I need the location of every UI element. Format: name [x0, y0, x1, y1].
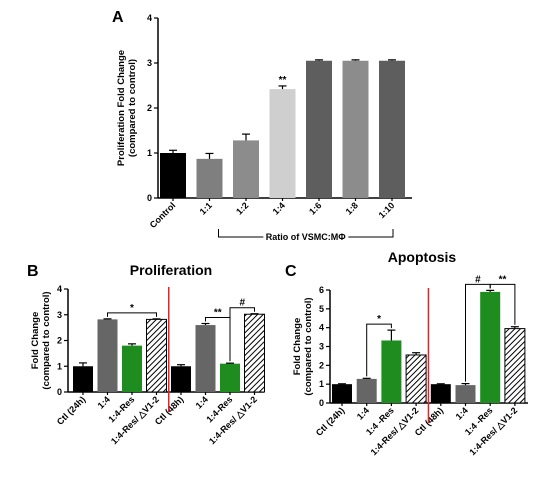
x-tick-label: 1:4: [454, 405, 470, 421]
y-tick-label: 3: [57, 310, 62, 320]
bar: [379, 60, 405, 198]
bar: [160, 153, 186, 198]
x-tick-label: Ctl (24h): [314, 405, 347, 438]
significance-marker: **: [499, 274, 507, 285]
bar: [233, 140, 259, 198]
panel-c: C Apoptosis Fold Change(compared to contro…: [285, 249, 528, 457]
bar: [381, 340, 402, 403]
x-tick-label: 1:10: [377, 200, 397, 220]
x-tick-label: 1:6: [307, 200, 323, 216]
panel-letter: A: [112, 9, 124, 26]
y-axis-label: Fold Change(compared to control): [292, 297, 314, 395]
y-tick-label: 4: [147, 13, 152, 23]
bar: [122, 345, 142, 392]
y-axis-label-line: (compared to control): [41, 291, 52, 389]
x-tick-label: 1:4: [271, 200, 287, 216]
y-axis-label: Proliferation Fold Change(compared to co…: [116, 50, 138, 166]
y-tick-label: 2: [57, 336, 62, 346]
bar: [480, 291, 501, 403]
ratio-bracket-label: Ratio of VSMC:MΦ: [266, 232, 346, 242]
bar: [146, 318, 167, 393]
y-tick-label: 0: [319, 398, 324, 408]
significance-marker: *: [377, 314, 381, 325]
bar: [195, 325, 216, 392]
y-axis-label-line: Proliferation Fold Change: [116, 50, 127, 166]
y-tick-label: 3: [147, 58, 152, 68]
panel-a: A Proliferation Fold Change(compared to c…: [112, 9, 412, 245]
y-axis-label-line: (compared to control): [127, 59, 138, 157]
y-tick-label: 5: [319, 304, 324, 314]
x-tick-label: 1:1: [198, 200, 214, 216]
ratio-bracket: [218, 229, 394, 238]
y-tick-label: 0: [147, 193, 152, 203]
bar: [306, 60, 332, 198]
bar: [196, 158, 223, 198]
y-tick-label: 4: [57, 284, 62, 294]
x-tick-label: Ctl (24h): [55, 394, 88, 427]
bar: [244, 313, 265, 393]
y-tick-label: 2: [319, 360, 324, 370]
panel-title: Proliferation: [130, 262, 212, 278]
y-tick-label: 1: [147, 148, 152, 158]
bar: [430, 384, 451, 403]
significance-bracket: [107, 312, 157, 317]
significance-bracket: [229, 307, 255, 362]
significance-bracket: [489, 283, 516, 325]
bar: [97, 319, 118, 392]
panel-letter: B: [27, 263, 39, 280]
y-tick-label: 3: [319, 342, 324, 352]
significance-marker: **: [279, 75, 287, 86]
significance-marker: #: [239, 298, 245, 309]
bar: [332, 384, 352, 403]
bar: [220, 363, 240, 392]
x-tick-label: 1:4: [194, 394, 210, 410]
panel-title: Apoptosis: [388, 249, 457, 265]
bar: [269, 89, 296, 198]
significance-marker: **: [214, 308, 222, 319]
panel-b: B Proliferation Fold Change(compared to co…: [27, 262, 265, 446]
y-tick-label: 2: [147, 103, 152, 113]
significance-marker: #: [475, 274, 481, 285]
significance-bracket: [366, 323, 392, 377]
bar: [405, 354, 427, 404]
x-tick-label: 1:8: [344, 200, 360, 216]
y-tick-label: 1: [57, 361, 62, 371]
bar: [73, 366, 93, 392]
x-tick-label: 1:4: [96, 394, 112, 410]
bar: [356, 378, 377, 403]
y-axis-label: Fold Change(compared to control): [30, 291, 52, 389]
x-tick-label: Control: [148, 200, 178, 230]
significance-marker: *: [130, 303, 134, 314]
bar: [171, 366, 191, 392]
y-tick-label: 0: [57, 387, 62, 397]
x-tick-label: 1:2: [234, 200, 250, 216]
y-axis-label-line: Fold Change: [292, 318, 303, 376]
y-axis-label-line: Fold Change: [30, 312, 41, 370]
panel-letter: C: [285, 263, 297, 280]
y-tick-label: 1: [319, 379, 324, 389]
y-axis-label-line: (compared to control): [303, 297, 314, 395]
x-tick-label: 1:4: [355, 405, 371, 421]
bar: [455, 385, 476, 403]
bar: [342, 60, 369, 198]
y-tick-label: 4: [319, 323, 324, 333]
bar: [504, 328, 526, 404]
y-tick-label: 6: [319, 285, 324, 295]
